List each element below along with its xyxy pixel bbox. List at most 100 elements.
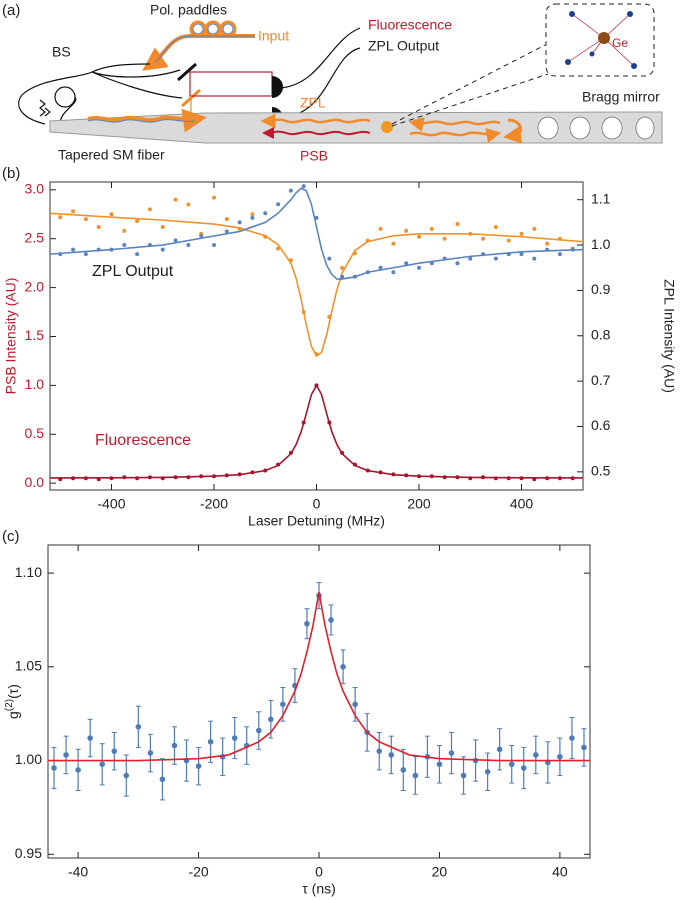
x-axis-label: Laser Detuning (MHz) [248, 513, 385, 529]
data-point [186, 243, 191, 248]
data-point [212, 195, 216, 200]
psb-label: PSB [300, 148, 328, 164]
y-axis-label: g(2)(τ) [4, 684, 21, 719]
data-point [160, 247, 165, 252]
data-point [508, 761, 515, 768]
data-point [250, 215, 255, 220]
data-point [212, 243, 216, 248]
data-point [288, 188, 293, 193]
bounce-arrow [503, 118, 523, 144]
bragg-label: Bragg mirror [582, 89, 660, 105]
data-point [404, 228, 409, 233]
x-tick-label: -40 [68, 864, 88, 880]
data-point [160, 224, 165, 229]
data-point [378, 265, 383, 270]
plot-area [50, 184, 583, 482]
series-label: ZPL Output [92, 263, 174, 280]
psb-wave [262, 126, 371, 139]
diagram: (a) Pol. paddles Input Fluorescence ZPL … [2, 2, 663, 164]
panel-label: (b) [2, 165, 20, 182]
data-point [376, 748, 383, 754]
y2-axis-label: ZPL Intensity (AU) [661, 279, 677, 393]
data-point [122, 228, 127, 233]
data-point [545, 241, 550, 246]
ge-label: Ge [612, 36, 628, 50]
data-point [442, 236, 447, 241]
x-tick-label: 0 [315, 864, 323, 880]
forward-wave [409, 128, 502, 143]
data-point [340, 266, 345, 271]
x-tick-label: 400 [510, 496, 534, 512]
data-point [135, 252, 140, 257]
holes [537, 116, 655, 140]
data-point [404, 261, 409, 266]
data-point [391, 241, 396, 246]
data-point [506, 238, 511, 243]
data-point [96, 224, 101, 229]
mirror [177, 62, 197, 82]
data-point [255, 727, 262, 734]
atoms [565, 11, 637, 69]
y2-tick-label: 1.0 [591, 236, 611, 252]
input-arrow [142, 34, 255, 71]
ge-atom [598, 32, 610, 44]
data-point [581, 744, 587, 751]
data-point [400, 767, 407, 773]
y-tick-label: 0.5 [25, 425, 45, 441]
y2-tick-label: 0.9 [591, 281, 611, 297]
data-point [412, 772, 419, 779]
y-axis-label: PSB Intensity (AU) [3, 278, 19, 395]
fibers [18, 27, 361, 125]
data-point [195, 763, 202, 769]
data-point [328, 617, 334, 623]
data-point [481, 236, 486, 241]
y2-tick-label: 0.6 [591, 417, 611, 433]
data-point [455, 261, 460, 266]
input-wave [87, 108, 207, 133]
data-point [493, 224, 498, 229]
data-point [519, 252, 524, 257]
data-point [496, 746, 503, 753]
y-tick-label: 2.0 [25, 278, 45, 294]
input-wave-inner [87, 119, 196, 123]
y-tick-label: 1.05 [15, 658, 42, 674]
data-point [71, 209, 76, 214]
data-point [460, 772, 467, 779]
y-tick-label: 2.5 [25, 229, 45, 245]
x-tick-label: 20 [432, 864, 448, 880]
fit-line [48, 591, 590, 762]
data-point [171, 742, 178, 749]
fit-line [50, 383, 583, 479]
data-point [87, 735, 93, 741]
x-tick-label: 40 [552, 864, 568, 880]
panel-label: (c) [2, 528, 20, 545]
zpl-output-label: ZPL Output [368, 38, 439, 54]
data-point [173, 238, 178, 243]
plot-area [48, 581, 590, 801]
data-point [378, 226, 383, 231]
data-point [276, 202, 281, 207]
data-point [99, 761, 105, 768]
data-point [455, 222, 460, 227]
y-tick-label: 1.10 [15, 564, 42, 580]
input-label: Input [258, 28, 289, 44]
data-point [231, 735, 238, 741]
y-tick-label: 3.0 [25, 181, 45, 197]
data-point [557, 252, 562, 257]
data-point [147, 750, 154, 756]
data-point [429, 226, 434, 231]
data-point [327, 256, 332, 261]
y-label-rest: (τ) [5, 684, 21, 699]
zpl-label: ZPL [300, 95, 326, 111]
y2-tick-label: 1.1 [591, 190, 611, 206]
y-tick-label: 1.5 [25, 327, 45, 343]
data-point [122, 243, 127, 248]
input-line [154, 35, 255, 63]
y-tick-label: 1.00 [15, 751, 42, 767]
data-point [352, 701, 358, 708]
data-point [111, 748, 118, 754]
data-point [71, 247, 76, 252]
data-point [173, 197, 178, 202]
data-point [340, 664, 346, 670]
